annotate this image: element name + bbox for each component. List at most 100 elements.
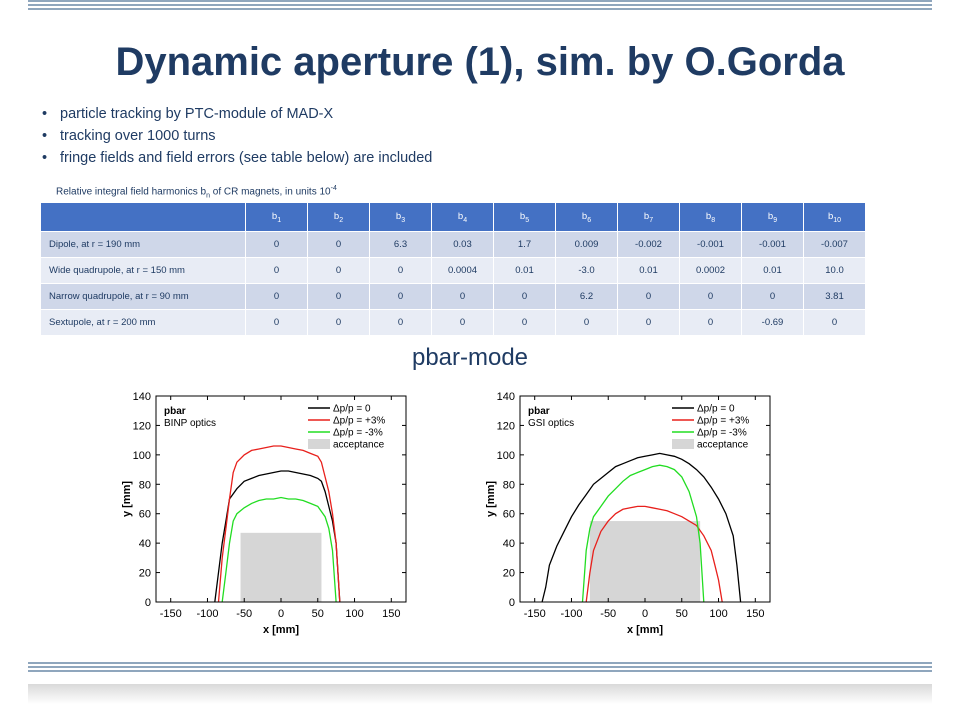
table-header-cell: b1 (245, 203, 308, 232)
legend-label: Δp/p = +3% (333, 416, 385, 427)
bullet-item: • tracking over 1000 turns (42, 128, 216, 144)
table-cell: 0 (307, 309, 370, 336)
table-cell: 0 (741, 283, 804, 310)
table-cell: 1.7 (493, 231, 556, 258)
table-cell: 0 (245, 231, 308, 258)
table-cell: 0 (369, 309, 432, 336)
table-header-cell: b10 (803, 203, 866, 232)
x-tick-label: -100 (196, 608, 218, 620)
x-tick-label: -50 (236, 608, 252, 620)
table-cell: -0.001 (741, 231, 804, 258)
bullet-text: tracking over 1000 turns (60, 128, 216, 144)
legend-label: Δp/p = -3% (697, 428, 747, 439)
table-cell: 0 (245, 257, 308, 284)
field-harmonics-table: b1 b2 b3 b4 b5 b6 b7 b8 b9 b10 Dipole, at r = 190… (40, 203, 866, 336)
table-cell: -3.0 (555, 257, 618, 284)
y-tick-label: 0 (145, 597, 151, 609)
table-cell: 0.0002 (679, 257, 742, 284)
table-row: Narrow quadrupole, at r = 90 mm 0 0 0 0 0 6.2 0… (40, 283, 866, 310)
x-tick-label: 150 (382, 608, 400, 620)
x-tick-label: 0 (642, 608, 648, 620)
plot-label: pbar (528, 406, 550, 417)
y-tick-label: 20 (503, 568, 515, 580)
x-tick-label: -150 (160, 608, 182, 620)
y-tick-label: 60 (139, 509, 151, 521)
table-header-cell: b3 (369, 203, 432, 232)
series-line (221, 496, 337, 603)
table-header-cell: b7 (617, 203, 680, 232)
top-decorative-stripes (28, 0, 932, 12)
x-tick-label: -150 (524, 608, 546, 620)
y-tick-label: 140 (133, 391, 151, 403)
table-cell: 0 (493, 283, 556, 310)
bullet-text: fringe fields and field errors (see tabl… (60, 150, 433, 166)
x-tick-label: 100 (709, 608, 727, 620)
table-cell: 0.01 (617, 257, 680, 284)
table-cell: 0 (803, 309, 866, 336)
table-header-cell: b4 (431, 203, 494, 232)
table-cell: 0 (617, 283, 680, 310)
table-cell: 0 (369, 257, 432, 284)
series-line (581, 464, 705, 603)
table-cell: 0 (555, 309, 618, 336)
table-cell: 6.2 (555, 283, 618, 310)
table-cell: -0.001 (679, 231, 742, 258)
table-cell: 0 (307, 231, 370, 258)
acceptance-region (240, 532, 322, 602)
legend-label: acceptance (697, 440, 749, 451)
legend-label: Δp/p = 0 (333, 404, 371, 415)
slide-title: Dynamic aperture (1), sim. by O.Gorda (115, 40, 845, 84)
table-header-cell: b6 (555, 203, 618, 232)
legend-swatch (672, 439, 694, 449)
table-cell: -0.69 (741, 309, 804, 336)
table-cell: 0 (493, 309, 556, 336)
series-line (585, 505, 723, 603)
table-cell: 0 (617, 309, 680, 336)
plot-label: BINP optics (164, 418, 216, 429)
table-cell: 0.01 (741, 257, 804, 284)
x-axis-label: x [mm] (263, 624, 299, 636)
table-cell: 0.009 (555, 231, 618, 258)
bullet-list: • particle tracking by PTC-module of MAD-… (42, 103, 432, 169)
table-cell: 0 (245, 283, 308, 310)
y-tick-label: 80 (503, 479, 515, 491)
bottom-fade (28, 684, 932, 704)
y-tick-label: 120 (133, 420, 151, 432)
y-tick-label: 40 (139, 538, 151, 550)
table-row-label: Narrow quadrupole, at r = 90 mm (40, 283, 246, 310)
y-tick-label: 140 (497, 391, 515, 403)
table-cell: 0 (431, 283, 494, 310)
table-cell: 0 (307, 283, 370, 310)
dynamic-aperture-plot-binp: -150 -100 -50 0 50 100 150 0 20 40 60 80 100 120 140 x … (121, 391, 407, 636)
x-tick-label: 100 (345, 608, 363, 620)
y-tick-label: 0 (509, 597, 515, 609)
y-tick-label: 100 (497, 450, 515, 462)
bullet-item: • fringe fields and field errors (see tab… (42, 150, 433, 166)
table-header-cell: b8 (679, 203, 742, 232)
x-axis-label: x [mm] (627, 624, 663, 636)
table-cell: 0 (245, 309, 308, 336)
x-tick-label: -100 (560, 608, 582, 620)
x-tick-label: 50 (312, 608, 324, 620)
y-tick-label: 80 (139, 479, 151, 491)
table-cell: 0.0004 (431, 257, 494, 284)
table-header-cell: b5 (493, 203, 556, 232)
y-tick-label: 40 (503, 538, 515, 550)
y-tick-label: 100 (133, 450, 151, 462)
bullet-text: particle tracking by PTC-module of MAD-X (60, 106, 334, 122)
table-cell: 0 (369, 283, 432, 310)
series-line (217, 445, 341, 603)
legend-label: Δp/p = +3% (697, 416, 749, 427)
table-cell: 0 (679, 309, 742, 336)
y-axis-label: y [mm] (121, 481, 133, 517)
y-tick-label: 20 (139, 568, 151, 580)
x-tick-label: 0 (278, 608, 284, 620)
table-cell: -0.002 (617, 231, 680, 258)
plot-label: pbar (164, 406, 186, 417)
table-caption: Relative integral field harmonics bn of … (56, 185, 337, 200)
table-row: Wide quadrupole, at r = 150 mm 0 0 0 0.0004 0… (40, 257, 866, 284)
x-tick-label: 50 (676, 608, 688, 620)
table-cell: -0.007 (803, 231, 866, 258)
table-cell: 0 (431, 309, 494, 336)
table-header-blank (40, 203, 246, 232)
